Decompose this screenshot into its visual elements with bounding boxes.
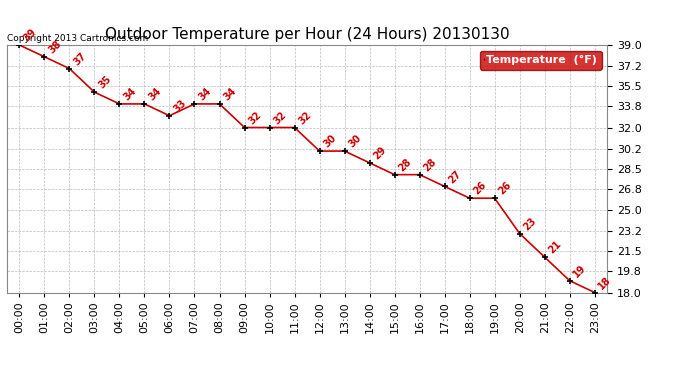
Text: 34: 34	[121, 86, 138, 102]
Text: 30: 30	[322, 133, 338, 150]
Text: 34: 34	[197, 86, 213, 102]
Text: 26: 26	[472, 180, 489, 197]
Text: 28: 28	[422, 156, 438, 173]
Title: Outdoor Temperature per Hour (24 Hours) 20130130: Outdoor Temperature per Hour (24 Hours) …	[105, 27, 509, 42]
Text: 30: 30	[346, 133, 363, 150]
Text: 29: 29	[372, 145, 388, 162]
Text: 33: 33	[172, 98, 188, 114]
Text: 28: 28	[397, 156, 413, 173]
Text: Copyright 2013 Cartronics.com: Copyright 2013 Cartronics.com	[7, 33, 148, 42]
Text: 38: 38	[46, 39, 63, 56]
Text: 39: 39	[21, 27, 38, 44]
Text: 21: 21	[546, 239, 563, 256]
Text: 27: 27	[446, 168, 463, 185]
Text: 32: 32	[246, 110, 263, 126]
Text: 19: 19	[572, 262, 589, 279]
Legend: Temperature  (°F): Temperature (°F)	[480, 51, 602, 69]
Text: 34: 34	[146, 86, 163, 102]
Text: 23: 23	[522, 216, 538, 232]
Text: 32: 32	[272, 110, 288, 126]
Text: 32: 32	[297, 110, 313, 126]
Text: 37: 37	[72, 51, 88, 67]
Text: 26: 26	[497, 180, 513, 197]
Text: 34: 34	[221, 86, 238, 102]
Text: 35: 35	[97, 74, 113, 91]
Text: 18: 18	[597, 274, 613, 291]
